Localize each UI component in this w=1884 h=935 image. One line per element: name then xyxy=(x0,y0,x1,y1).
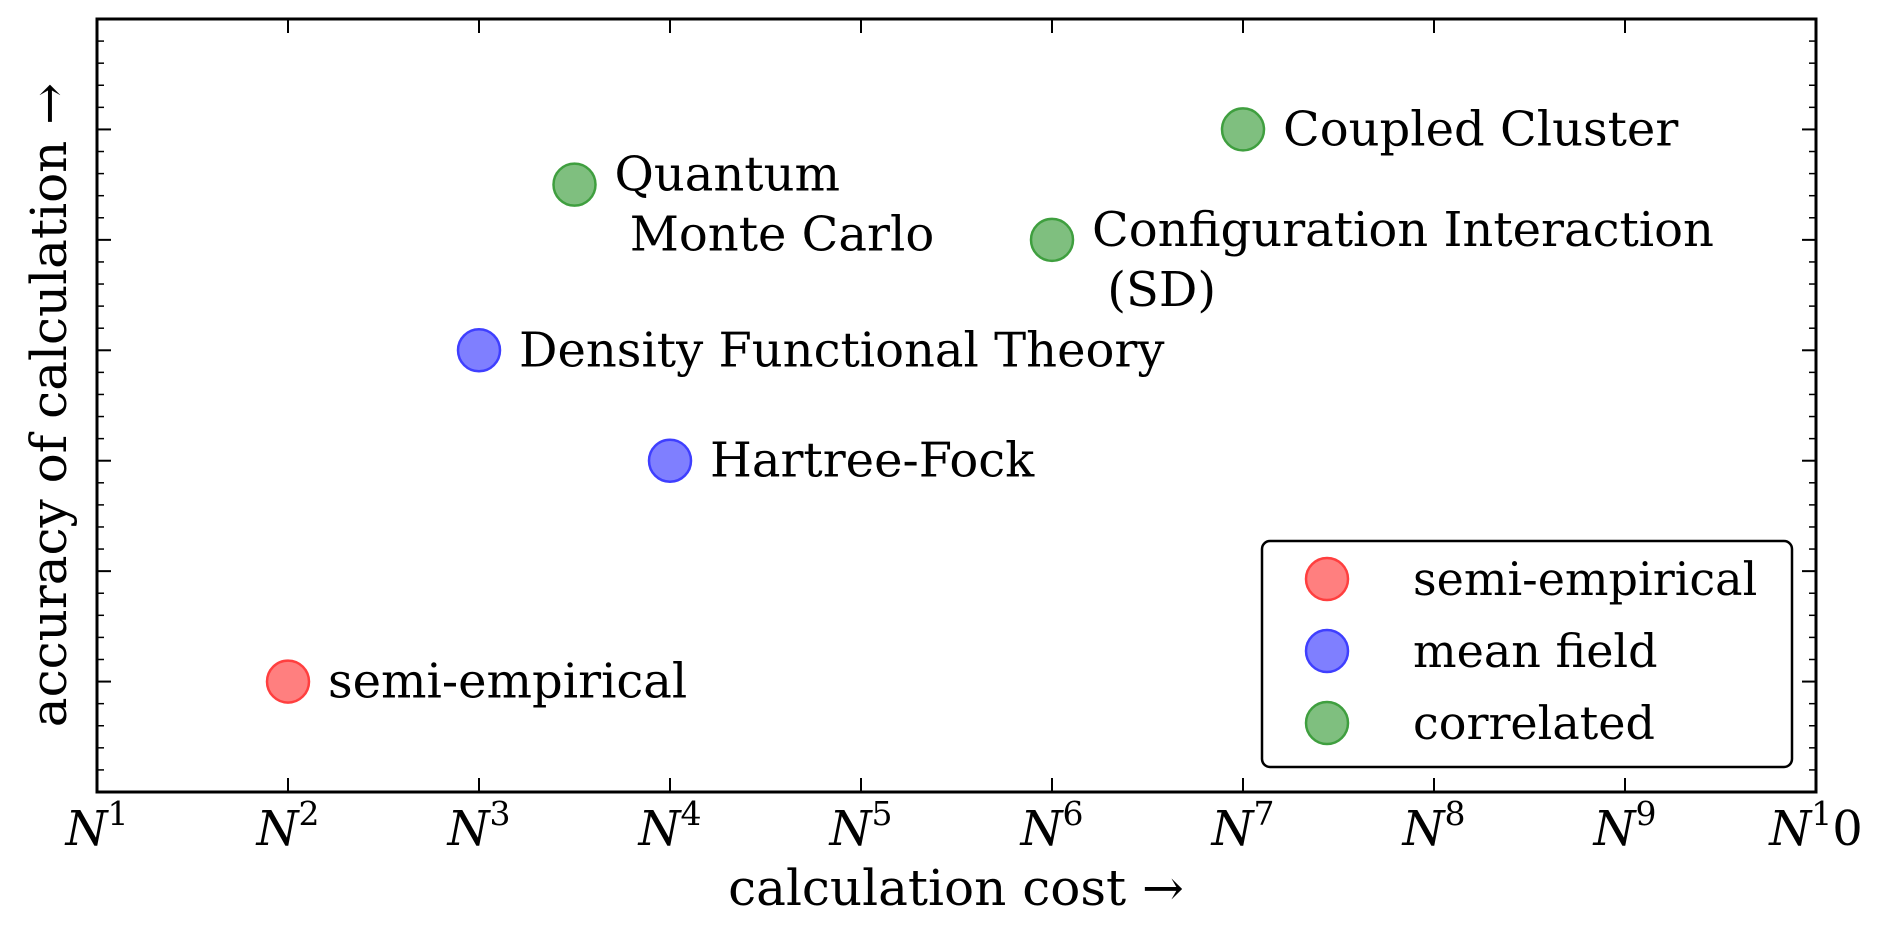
point-label: Coupled Cluster xyxy=(1283,101,1678,157)
data-point-mean-field xyxy=(647,438,693,483)
legend-marker xyxy=(1304,556,1350,602)
point-labels: semi-empirical Density Functional Theory H… xyxy=(328,101,1714,709)
data-points xyxy=(265,107,1266,704)
x-axis-label: calculation cost → xyxy=(728,859,1184,917)
data-point-semi-empirical xyxy=(265,659,311,704)
x-tick-label: N7 xyxy=(1211,794,1275,857)
x-tick-label: N1 xyxy=(65,794,129,857)
data-point-correlated xyxy=(1220,107,1266,152)
plot-frame xyxy=(95,17,1818,794)
point-label: Configuration Interaction (SD) xyxy=(1092,202,1714,318)
x-tick-labels: N1 N2 N3 N4 N5 N6 N7 N8 N9 N10 xyxy=(65,794,1863,857)
legend-marker xyxy=(1304,628,1350,674)
point-label: Quantum Monte Carlo xyxy=(615,147,935,263)
legend-label: correlated xyxy=(1413,696,1655,750)
ticks xyxy=(97,19,1816,792)
x-tick-label: N4 xyxy=(638,794,702,857)
legend: semi-empirical mean field correlated xyxy=(1260,539,1794,769)
data-point-correlated xyxy=(552,162,597,207)
x-tick-label: N8 xyxy=(1402,794,1466,857)
x-tick-label: N5 xyxy=(829,794,893,857)
legend-label: semi-empirical xyxy=(1413,552,1757,606)
x-tick-label: N6 xyxy=(1020,794,1084,857)
point-label: Density Functional Theory xyxy=(519,322,1164,378)
x-tick-label: N3 xyxy=(447,794,511,857)
legend-box xyxy=(1260,539,1794,769)
data-point-correlated xyxy=(1029,217,1075,263)
legend-marker xyxy=(1304,700,1350,746)
y-axis-label: accuracy of calculation → xyxy=(20,83,78,727)
x-tick-label: N9 xyxy=(1593,794,1657,857)
legend-label: mean field xyxy=(1413,624,1658,678)
point-label: Hartree-Fock xyxy=(710,433,1035,489)
x-tick-label: N10 xyxy=(1768,794,1863,857)
point-label: semi-empirical xyxy=(328,654,687,710)
data-point-mean-field xyxy=(456,328,502,373)
x-tick-label: N2 xyxy=(256,794,320,857)
